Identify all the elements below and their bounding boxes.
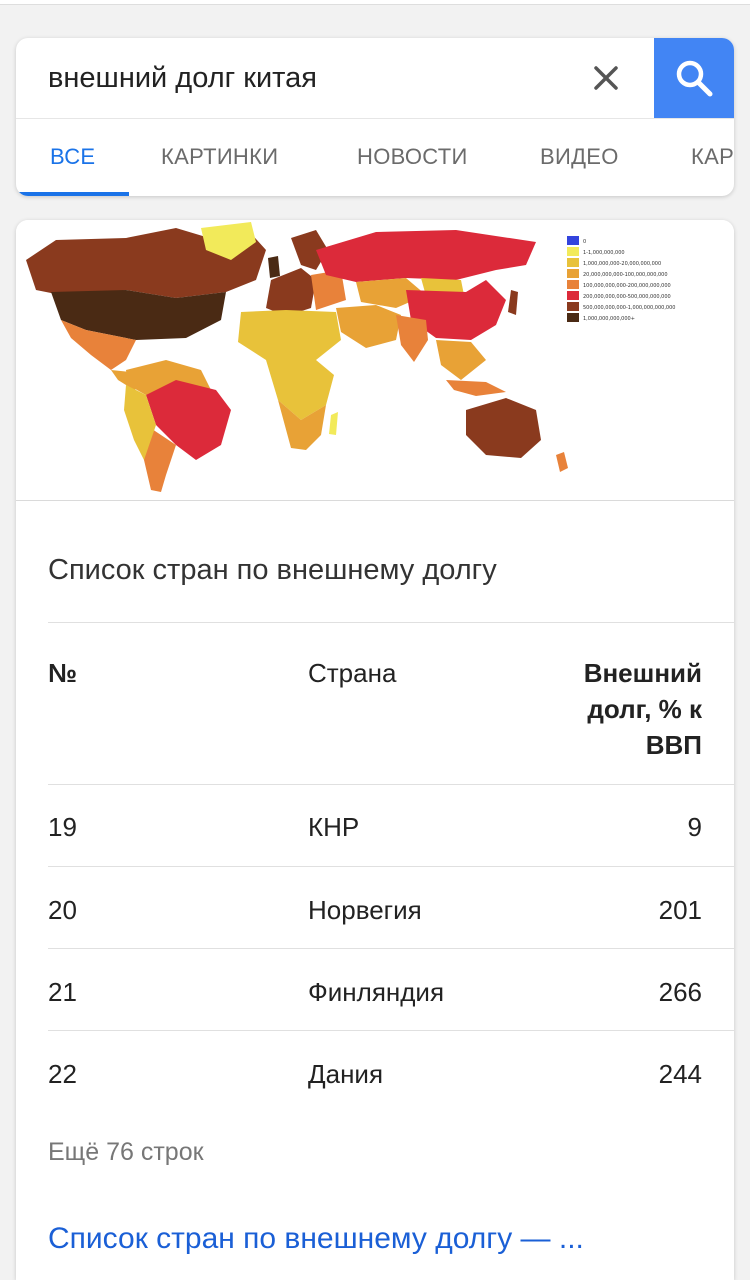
close-icon (594, 66, 618, 90)
map-region-indonesia (446, 380, 506, 396)
top-status-strip (0, 0, 750, 5)
map-region-china (406, 280, 506, 340)
map-region-australia (466, 398, 541, 458)
map-region-argentina (144, 425, 176, 492)
search-tabs: ВСЕ КАРТИНКИ НОВОСТИ ВИДЕО КАР (16, 118, 734, 196)
legend-label: 1-1,000,000,000 (583, 250, 625, 256)
search-input[interactable] (48, 58, 568, 98)
column-header-debt-line: Внешний (583, 658, 702, 688)
more-rows-link[interactable]: Ещё 76 строк (48, 1138, 204, 1166)
table-row-debt: 244 (658, 1059, 702, 1089)
legend-label: 200,000,000,000-500,000,000,000 (583, 294, 671, 300)
world-map-image: 0 1-1,000,000,000 1,000,000,000-20,000,0… (26, 222, 675, 492)
table-row-country: Норвегия (308, 895, 422, 925)
tab-news[interactable]: НОВОСТИ (357, 144, 468, 169)
active-tab-indicator (16, 192, 129, 196)
search-button[interactable] (654, 38, 734, 118)
map-region-western-europe (266, 268, 316, 316)
table-row-country: Дания (308, 1059, 384, 1089)
map-region-russia (316, 230, 536, 282)
divider (48, 866, 734, 867)
world-debt-map[interactable]: 0 1-1,000,000,000 1,000,000,000-20,000,0… (16, 220, 734, 501)
divider (48, 622, 734, 623)
column-header-debt-line: ВВП (645, 730, 702, 760)
map-region-brazil (146, 380, 231, 460)
column-header-debt-line: долг, % к (587, 694, 702, 724)
source-link[interactable]: Список стран по внешнему долгу — ... (48, 1222, 584, 1255)
map-region-new-zealand (556, 452, 568, 472)
map-region-scandinavia (291, 230, 328, 270)
tab-images[interactable]: КАРТИНКИ (161, 144, 279, 169)
map-region-uk (268, 256, 280, 278)
table-row-debt: 9 (687, 812, 702, 842)
divider (48, 1030, 734, 1031)
search-icon (676, 60, 713, 97)
search-bar (16, 38, 734, 119)
map-region-north-africa (238, 310, 341, 360)
tab-maps[interactable]: КАР (691, 144, 734, 169)
map-region-madagascar (329, 412, 338, 435)
clear-search-button[interactable] (584, 56, 628, 100)
column-header-debt: Внешний долг, % к ВВП (584, 655, 702, 763)
search-card: ВСЕ КАРТИНКИ НОВОСТИ ВИДЕО КАР (16, 38, 734, 196)
column-header-country: Страна (308, 658, 397, 688)
divider (48, 784, 734, 785)
legend-label: 1,000,000,000,000+ (583, 316, 635, 322)
tab-video[interactable]: ВИДЕО (540, 144, 619, 169)
legend-label: 20,000,000,000-100,000,000,000 (583, 272, 668, 278)
map-region-eastern-europe (311, 270, 346, 310)
table-row-number: 19 (48, 812, 77, 842)
table-row-number: 20 (48, 895, 77, 925)
legend-label: 1,000,000,000-20,000,000,000 (583, 261, 661, 267)
map-region-andes (124, 385, 156, 460)
table-row-country: КНР (308, 812, 360, 842)
map-region-middle-east (336, 305, 401, 348)
map-region-mexico (61, 320, 136, 370)
table-row-country: Финляндия (308, 977, 445, 1007)
card-title: Список стран по внешнему долгу (48, 554, 497, 586)
tab-all[interactable]: ВСЕ (50, 144, 96, 169)
map-region-india (396, 315, 428, 362)
table-row-number: 21 (48, 977, 77, 1007)
map-legend: 0 1-1,000,000,000 1,000,000,000-20,000,0… (567, 236, 675, 322)
legend-label: 0 (583, 239, 586, 245)
map-region-usa (51, 290, 226, 340)
column-header-number: № (48, 658, 77, 688)
map-region-south-africa (278, 400, 326, 450)
map-region-central-africa (266, 360, 334, 420)
table-row-number: 22 (48, 1059, 77, 1089)
result-card: 0 1-1,000,000,000 1,000,000,000-20,000,0… (16, 220, 734, 1280)
map-region-southeast-asia (436, 340, 486, 380)
table-row-debt: 201 (658, 895, 702, 925)
map-region-greenland (201, 222, 256, 260)
legend-label: 100,000,000,000-200,000,000,000 (583, 283, 671, 289)
map-region-japan (508, 290, 518, 315)
divider (48, 948, 734, 949)
legend-label: 500,000,000,000-1,000,000,000,000 (583, 305, 675, 311)
table-row-debt: 266 (658, 977, 702, 1007)
